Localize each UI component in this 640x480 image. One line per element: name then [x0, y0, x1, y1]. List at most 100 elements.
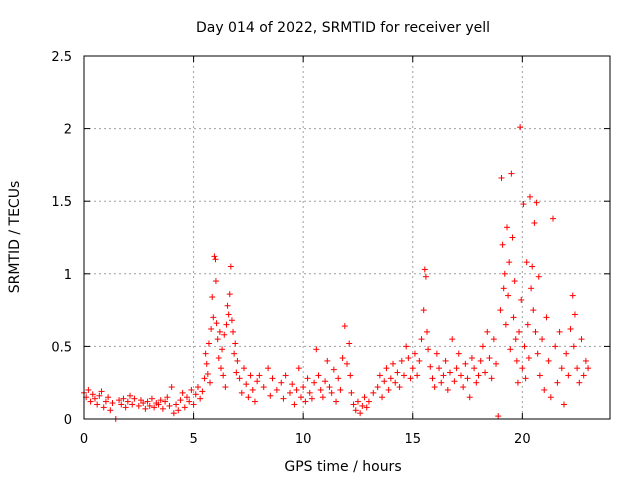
- data-point: [414, 372, 421, 379]
- chart-title: Day 014 of 2022, SRMTID for receiver yel…: [196, 20, 490, 36]
- data-point: [381, 378, 388, 385]
- data-point: [122, 404, 129, 411]
- data-point: [120, 395, 127, 402]
- data-point: [541, 386, 548, 393]
- data-point: [140, 400, 147, 407]
- data-point: [500, 285, 507, 292]
- data-point: [376, 372, 383, 379]
- data-point: [379, 394, 386, 401]
- data-point: [398, 357, 405, 364]
- data-point: [96, 392, 103, 399]
- data-point: [519, 365, 526, 372]
- x-tick-label: 20: [514, 432, 531, 447]
- data-point: [170, 410, 177, 417]
- data-point: [440, 372, 447, 379]
- data-point: [409, 365, 416, 372]
- data-point: [525, 355, 532, 362]
- data-point: [186, 398, 193, 405]
- data-point: [416, 357, 423, 364]
- data-point: [194, 384, 201, 391]
- data-point: [396, 384, 403, 391]
- data-point: [453, 365, 460, 372]
- data-point: [233, 369, 240, 376]
- data-point: [251, 398, 258, 405]
- data-point: [493, 360, 500, 367]
- data-point: [282, 372, 289, 379]
- data-point: [328, 389, 335, 396]
- data-point: [177, 397, 184, 404]
- data-point: [212, 256, 219, 263]
- data-point: [144, 398, 151, 405]
- data-point: [539, 336, 546, 343]
- data-point: [214, 336, 221, 343]
- data-point: [361, 394, 368, 401]
- data-point: [131, 395, 138, 402]
- data-point: [175, 407, 182, 414]
- data-point: [127, 392, 134, 399]
- data-point: [207, 379, 214, 386]
- data-point: [289, 381, 296, 388]
- data-point: [168, 384, 175, 391]
- data-point: [146, 402, 153, 409]
- y-tick-label: 0.5: [51, 340, 72, 355]
- data-point: [529, 263, 536, 270]
- x-tick-label: 0: [80, 432, 88, 447]
- data-point: [87, 398, 94, 405]
- x-tick-label: 10: [295, 432, 312, 447]
- data-point: [267, 392, 274, 399]
- data-point: [488, 375, 495, 382]
- data-point: [159, 405, 166, 412]
- data-point: [570, 343, 577, 350]
- data-point: [348, 389, 355, 396]
- data-point: [300, 384, 307, 391]
- data-point: [105, 394, 112, 401]
- y-tick-label: 1.5: [51, 195, 72, 210]
- data-point: [486, 355, 493, 362]
- data-point: [236, 375, 243, 382]
- data-point: [513, 357, 520, 364]
- data-point: [98, 388, 105, 395]
- data-point: [457, 372, 464, 379]
- data-point: [306, 389, 313, 396]
- data-point: [245, 394, 252, 401]
- data-point: [208, 325, 215, 332]
- data-point: [560, 401, 567, 408]
- data-point: [418, 336, 425, 343]
- data-point: [135, 402, 142, 409]
- y-tick-label: 2: [64, 123, 72, 138]
- data-point: [91, 395, 98, 402]
- data-point: [228, 317, 235, 324]
- data-point: [324, 357, 331, 364]
- data-point: [142, 405, 149, 412]
- data-point: [536, 372, 543, 379]
- data-point: [473, 379, 480, 386]
- data-point: [508, 170, 515, 177]
- data-point: [192, 391, 199, 398]
- plot-frame: [83, 55, 611, 420]
- data-point: [563, 350, 570, 357]
- data-point: [124, 398, 131, 405]
- data-point: [227, 263, 234, 270]
- data-point: [247, 372, 254, 379]
- data-point: [116, 397, 123, 404]
- data-point: [304, 375, 311, 382]
- data-point: [100, 404, 107, 411]
- data-point: [527, 193, 534, 200]
- data-point: [201, 375, 208, 382]
- data-point: [333, 398, 340, 405]
- data-point: [524, 321, 531, 328]
- data-point: [550, 215, 557, 222]
- data-point: [357, 410, 364, 417]
- data-point: [464, 375, 471, 382]
- data-point: [535, 273, 542, 280]
- data-point: [578, 336, 585, 343]
- data-point: [317, 386, 324, 393]
- data-point: [400, 372, 407, 379]
- data-point: [190, 401, 197, 408]
- data-point: [543, 314, 550, 321]
- data-point: [297, 394, 304, 401]
- data-point: [484, 328, 491, 335]
- data-point: [234, 357, 241, 364]
- y-tick-label: 0: [64, 413, 72, 428]
